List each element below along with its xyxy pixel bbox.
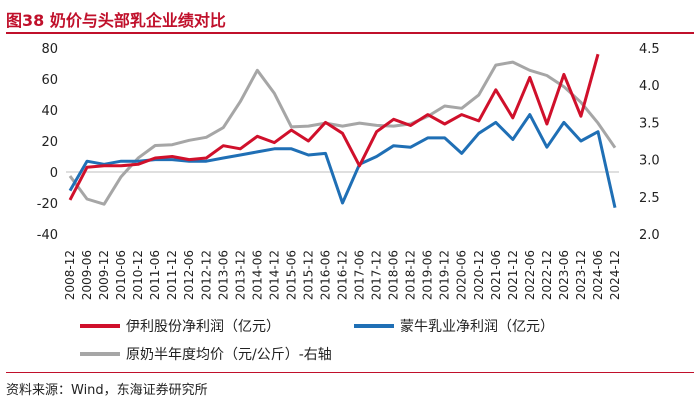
x-tick-label: 2015-12 [301,250,315,300]
x-tick-label: 2013-06 [216,250,230,300]
x-tick-label: 2017-12 [370,250,384,300]
x-tick-label: 2022-06 [523,250,537,300]
title-bar: 图38 奶价与头部乳企业绩对比 [6,4,694,34]
x-tick-label: 2013-12 [233,250,247,300]
x-tick-label: 2024-06 [591,250,605,300]
left-axis-ticks: -40 -20 0 20 40 60 80 [37,42,58,243]
legend-entry-milk-price: 原奶半年度均价（元/公斤）-右轴 [80,347,332,363]
x-tick-label: 2016-06 [318,250,332,300]
x-tick-label: 2010-06 [114,250,128,300]
right-tick-label: 3.0 [639,154,660,169]
right-tick-label: 3.5 [639,116,660,131]
x-tick-label: 2011-06 [148,250,162,300]
x-tick-label: 2021-12 [506,250,520,300]
x-tick-label: 2008-12 [63,250,77,300]
right-axis-ticks: 2.0 2.5 3.0 3.5 4.0 4.5 [639,42,660,243]
x-tick-label: 2016-12 [336,250,350,300]
left-tick-label: -40 [37,228,58,243]
mengniu-profit-line [68,113,617,209]
x-axis-ticks: 2008-12 2009-06 2009-12 2010-06 2010-12 2011-… [63,250,622,300]
legend-entry-mengniu: 蒙牛乳业净利润（亿元） [354,319,554,335]
right-tick-label: 2.5 [639,191,660,206]
x-tick-label: 2019-12 [438,250,452,300]
x-tick-label: 2012-12 [199,250,213,300]
x-tick-label: 2024-12 [608,250,622,300]
x-tick-label: 2009-06 [80,250,94,300]
legend-entry-yili: 伊利股份净利润（亿元） [80,319,280,335]
left-tick-label: 40 [41,104,58,119]
x-tick-label: 2009-12 [97,250,111,300]
x-tick-label: 2020-06 [455,250,469,300]
x-tick-label: 2019-06 [421,250,435,300]
x-tick-label: 2018-06 [387,250,401,300]
x-tick-label: 2010-12 [131,250,145,300]
left-tick-label: 80 [41,42,58,57]
x-tick-label: 2023-12 [574,250,588,300]
source-note: 资料来源：Wind，东海证券研究所 [6,383,208,398]
legend-label-mengniu: 蒙牛乳业净利润（亿元） [400,319,554,335]
x-tick-label: 2011-12 [165,250,179,300]
x-tick-label: 2014-06 [250,250,264,300]
left-tick-label: 20 [41,135,58,150]
x-tick-label: 2018-12 [404,250,418,300]
x-tick-label: 2023-06 [557,250,571,300]
figure-title: 图38 奶价与头部乳企业绩对比 [6,11,226,30]
left-tick-label: -20 [37,197,58,212]
line-chart: -40 -20 0 20 40 60 80 2.0 2.5 3.0 3.5 4.0 4.5 2008-… [37,42,660,363]
legend-label-yili: 伊利股份净利润（亿元） [126,319,280,335]
x-tick-label: 2021-06 [489,250,503,300]
milk-price-line [68,60,617,206]
x-tick-label: 2022-12 [540,250,554,300]
right-tick-label: 4.5 [639,42,660,57]
x-tick-label: 2020-12 [472,250,486,300]
x-tick-label: 2012-06 [182,250,196,300]
x-tick-label: 2014-12 [267,250,281,300]
legend-label-milk-price: 原奶半年度均价（元/公斤）-右轴 [126,347,332,363]
legend: 伊利股份净利润（亿元） 蒙牛乳业净利润（亿元） 原奶半年度均价（元/公斤）-右轴 [80,319,554,363]
right-tick-label: 4.0 [639,79,660,94]
left-tick-label: 60 [41,73,58,88]
x-tick-label: 2015-06 [284,250,298,300]
yili-profit-line [68,53,600,201]
series-layer [68,53,617,209]
right-tick-label: 2.0 [639,228,660,243]
left-tick-label: 0 [50,166,58,181]
source-bar: 资料来源：Wind，东海证券研究所 [6,372,694,399]
x-tick-label: 2017-06 [353,250,367,300]
